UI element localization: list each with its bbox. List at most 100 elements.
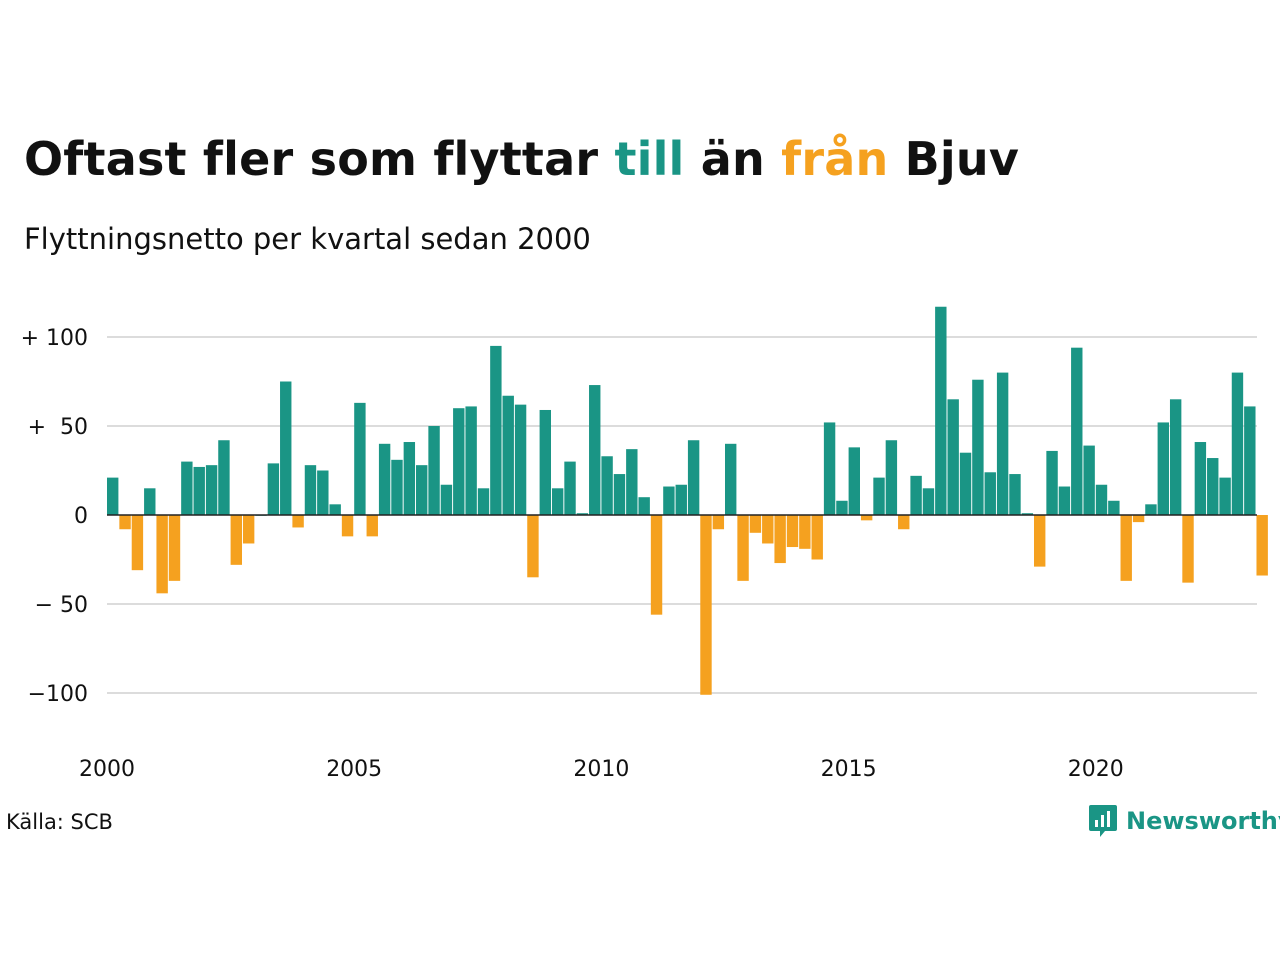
bar [613,474,626,515]
bar [490,345,502,515]
bar [292,515,304,528]
bar [972,379,984,515]
bar [403,442,416,515]
bar [502,395,514,515]
bar [1108,500,1120,515]
y-tick-label: + 100 [21,326,88,351]
bar [700,515,712,695]
bar [366,515,378,537]
y-tick-label: + 50 [28,415,88,440]
bar [144,488,156,515]
bar [465,406,477,515]
bar [799,515,811,549]
bar [650,515,663,615]
bar [119,515,131,530]
bar-chart: + 100 + 50 0 − 50 −100 2000 2005 2010 2015 2020 [21,306,1268,782]
x-axis-labels: 2000 2005 2010 2015 2020 [79,757,1124,782]
bar [1046,450,1058,515]
x-tick-label: 2010 [573,757,629,782]
bar [1145,504,1157,515]
x-tick-label: 2015 [821,757,877,782]
bar [527,515,539,578]
bar [280,381,292,515]
bar [1219,477,1231,515]
bar [749,515,762,533]
bar [712,515,725,530]
x-tick-label: 2020 [1068,757,1124,782]
bar [193,466,205,515]
chart-subtitle: Flyttningsnetto per kvartal sedan 2000 [24,222,591,256]
bar [873,477,885,515]
bar [391,459,403,515]
bar [453,408,465,515]
bar [737,515,749,581]
bar [378,443,391,515]
bar [1169,399,1182,515]
bar [774,515,786,564]
bar [885,440,898,515]
y-tick-label: − 50 [35,593,88,618]
bar [675,484,687,515]
bar [589,385,601,515]
bar [416,465,428,515]
x-tick-label: 2000 [79,757,135,782]
bar [428,426,440,515]
bar [860,515,873,521]
title-part-1: Oftast fler som flyttar [24,132,615,186]
bar [1095,484,1108,515]
bar [477,488,490,515]
bar [564,461,576,515]
bar [1207,458,1219,515]
bar [1009,474,1021,515]
bar [959,452,972,515]
bar [317,470,329,515]
bar [786,515,799,548]
bar [304,465,317,515]
chart-title: Oftast fler som flyttar till än från Bju… [24,132,1019,186]
bar [1132,515,1145,523]
bar [1256,515,1268,576]
bar [205,465,218,515]
bars [107,306,1268,695]
bar [823,422,836,515]
bar [898,515,910,530]
bar [922,488,935,515]
title-part-3: än [684,132,782,186]
source-note: Källa: SCB [6,810,113,834]
newsworthy-icon [1089,805,1117,837]
bar [984,472,996,515]
bar [440,484,453,515]
brand-name: Newsworthy [1126,807,1280,835]
bar [576,513,589,515]
bar [1083,445,1095,515]
bar [1058,486,1071,515]
bar [638,497,650,515]
bar [131,515,144,571]
gridlines [107,336,1257,694]
bar [601,456,613,515]
bar [1231,372,1244,515]
bar [1071,347,1083,515]
bar [947,399,959,515]
brand-logo: Newsworthy [1088,803,1280,839]
bar [181,461,193,515]
bar [811,515,823,560]
bar [329,504,341,515]
bar [156,515,168,594]
bar [687,440,700,515]
bar [1021,513,1034,515]
bar [514,404,527,515]
bar [1034,515,1046,567]
bar [996,372,1009,515]
bar [626,449,638,515]
y-axis-labels: + 100 + 50 0 − 50 −100 [21,326,88,707]
y-tick-label: 0 [74,504,88,529]
bar [1157,422,1169,515]
title-word-till: till [614,132,685,186]
bar [836,500,848,515]
bar [848,447,860,515]
bar [242,515,255,544]
bar [663,486,675,515]
bar [1120,515,1132,581]
bar [762,515,774,544]
